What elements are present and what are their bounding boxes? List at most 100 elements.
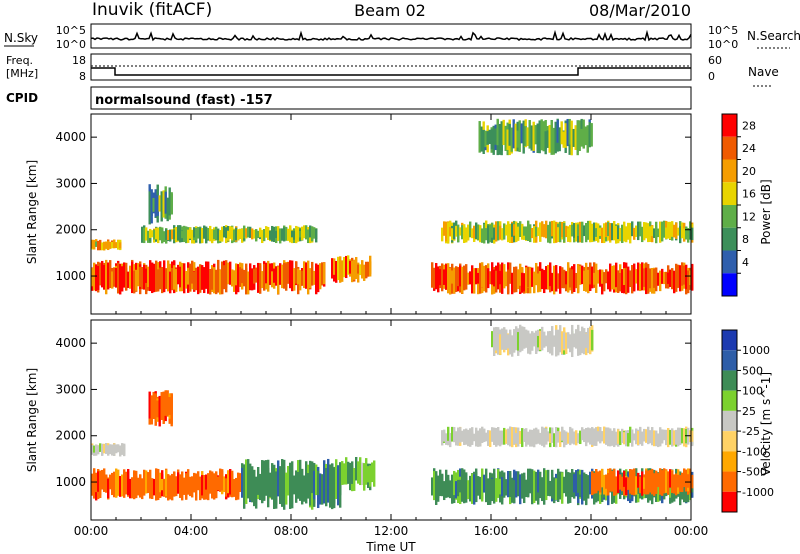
power-cell [309, 229, 312, 238]
power-cell [480, 126, 483, 152]
power-cell [191, 260, 194, 284]
power-cell [447, 222, 450, 244]
velocity-cell [227, 470, 230, 494]
velocity-cell [497, 469, 500, 498]
power-cell [205, 261, 208, 289]
velocity-cell [353, 468, 356, 491]
velocity-cell [629, 469, 632, 494]
velocity-cell [555, 478, 558, 501]
velocity-cell [111, 444, 114, 456]
power-cell [449, 268, 452, 295]
power-cell [563, 269, 566, 289]
velocity-cell [457, 427, 460, 446]
power-cell [349, 260, 352, 274]
power-cell [243, 225, 246, 239]
power-cell [593, 272, 596, 285]
power-cell [159, 226, 162, 241]
power-cell [667, 272, 670, 284]
velocity-cell [489, 430, 492, 448]
power-cell [293, 268, 296, 291]
power-cell [179, 231, 182, 239]
y-tick-label: 3000 [55, 382, 86, 396]
velocity-cell [289, 462, 292, 503]
power-cell [453, 222, 456, 240]
power-cell [145, 268, 148, 283]
power-cell [555, 221, 558, 243]
velocity-y-axis-title: Slant Range [km] [25, 368, 39, 472]
power-cell [576, 120, 579, 156]
power-cell [584, 126, 587, 146]
power-cell [550, 120, 553, 155]
power-cell [573, 264, 576, 292]
power-cell [583, 270, 586, 291]
velocity-cell [523, 472, 526, 495]
velocity-cell [673, 477, 676, 494]
power-cell [557, 227, 560, 242]
power-cell [499, 270, 502, 285]
power-cell [521, 272, 524, 293]
velocity-cell [307, 473, 310, 499]
power-cell [263, 264, 266, 291]
velocity-cell [575, 430, 578, 446]
power-cell [435, 263, 438, 290]
velocity-cell [535, 330, 538, 353]
power-colorbar-tick-label: 16 [742, 188, 756, 201]
power-cell [295, 225, 298, 244]
power-cell [560, 121, 563, 145]
velocity-cell [193, 477, 196, 491]
power-cell [586, 125, 589, 153]
velocity-cell [175, 476, 178, 497]
power-cell [237, 264, 240, 293]
power-cell [478, 121, 481, 153]
power-cell [311, 261, 314, 286]
velocity-cell [653, 430, 656, 447]
velocity-cell [319, 473, 322, 505]
power-cell [247, 226, 250, 238]
velocity-cell [103, 445, 106, 453]
power-cell [133, 270, 136, 294]
power-cell [587, 220, 590, 240]
power-cell [471, 265, 474, 294]
velocity-cell [525, 329, 528, 348]
power-cell [545, 266, 548, 290]
velocity-colorbar-tick-label: -100 [742, 445, 767, 458]
velocity-cell [517, 431, 520, 447]
power-cell [479, 263, 482, 294]
freq-unit-label: [MHz] [6, 67, 38, 80]
power-cell [617, 270, 620, 293]
velocity-cell [343, 463, 346, 485]
velocity-colorbar: 1000 500 100 25 -25 -100 -500 -1000 [721, 329, 774, 513]
velocity-cell [497, 333, 500, 355]
velocity-cell [107, 478, 110, 499]
power-cell [225, 227, 228, 239]
velocity-cell [557, 471, 560, 497]
power-cell [197, 227, 200, 238]
power-cell [111, 241, 114, 249]
power-cell [99, 242, 102, 251]
power-cell [605, 222, 608, 237]
velocity-cell [641, 431, 644, 446]
power-cell [501, 262, 504, 294]
velocity-cell [665, 470, 668, 492]
power-cell [213, 229, 216, 240]
velocity-cell [239, 473, 242, 493]
power-cell [653, 228, 656, 238]
velocity-cell [164, 390, 167, 416]
power-cell [491, 262, 494, 285]
power-cell [651, 267, 654, 294]
power-cell [337, 256, 340, 281]
velocity-cell [527, 431, 530, 445]
velocity-cell [635, 428, 638, 445]
power-cell [570, 120, 573, 156]
power-cell [151, 262, 154, 294]
power-cell [253, 229, 256, 239]
velocity-cell [491, 478, 494, 502]
velocity-cell [329, 466, 332, 497]
power-cell [473, 268, 476, 294]
power-cell [562, 131, 565, 148]
power-cell [491, 222, 494, 238]
power-cell [496, 118, 499, 146]
velocity-cell [495, 326, 498, 351]
velocity-cell [259, 473, 262, 501]
power-echo-band [478, 118, 593, 156]
